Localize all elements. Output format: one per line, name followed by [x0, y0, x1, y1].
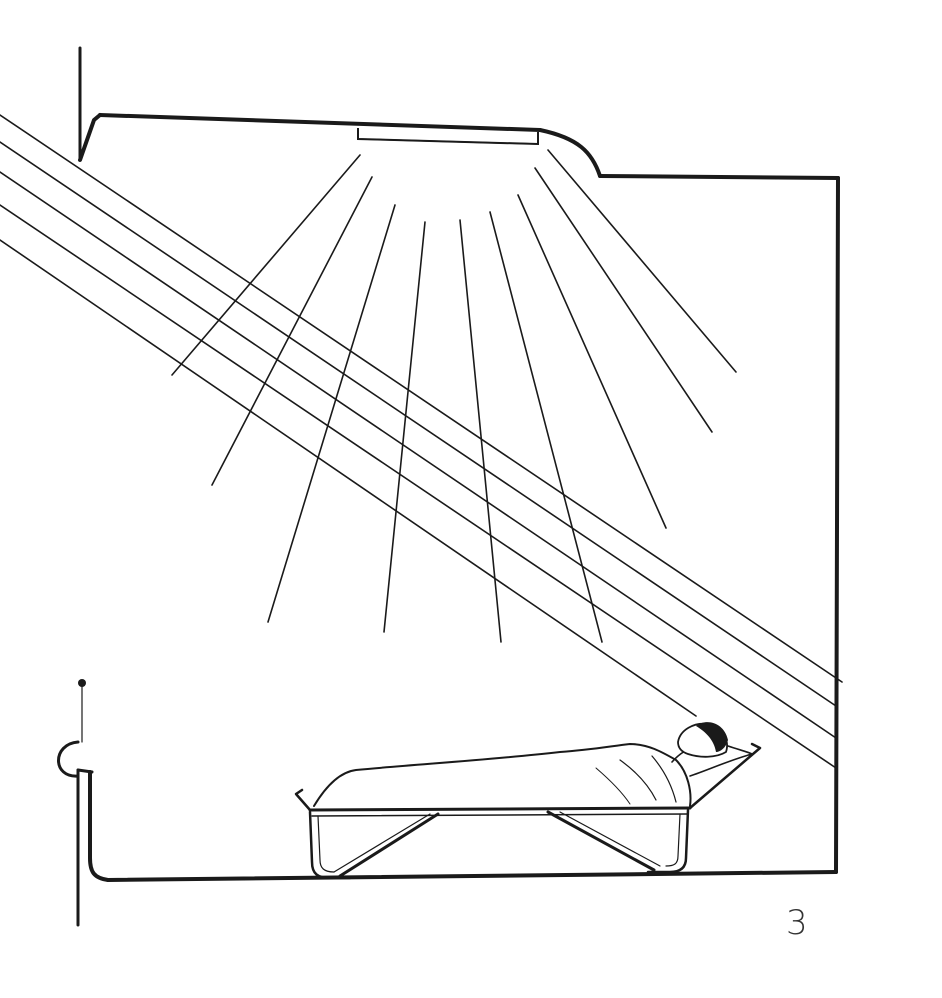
right-roof	[598, 174, 840, 180]
cot-left-leg-inner	[317, 815, 335, 873]
light-ray	[211, 176, 373, 486]
right-wall	[834, 176, 840, 874]
sunlight-beam	[0, 239, 697, 717]
sunlight-beam	[0, 114, 843, 683]
hair	[696, 722, 728, 752]
light-ray	[517, 194, 667, 529]
cot-brace	[559, 811, 661, 867]
wall-hook	[57, 740, 80, 778]
cot	[294, 742, 762, 880]
cot-brace	[546, 810, 656, 872]
cot-right-leg	[646, 808, 690, 874]
light-ray	[171, 154, 361, 376]
blanket	[313, 743, 692, 807]
light-lens	[357, 138, 539, 145]
blanket-fold	[619, 759, 657, 801]
lower-left-wall	[88, 770, 110, 882]
cot-mattress-line	[308, 806, 692, 812]
light-ray	[489, 211, 603, 643]
cot-left-leg	[308, 810, 352, 880]
sunlight-beam	[0, 204, 837, 769]
blanket-fold	[595, 767, 631, 805]
roof-curve	[538, 128, 602, 178]
light-rays	[171, 149, 737, 643]
cot-headrest	[688, 742, 762, 810]
roof-line	[98, 113, 542, 132]
cot-brace	[338, 812, 440, 878]
left-eave	[78, 113, 102, 162]
sunlight-beam	[0, 141, 837, 707]
building-outline	[57, 46, 840, 927]
light-ray	[267, 204, 396, 623]
cot-footrest	[294, 788, 312, 812]
wall-hook-join	[76, 768, 94, 774]
floor-line	[106, 870, 838, 882]
light-ray	[534, 167, 713, 433]
sunlight-beam	[0, 171, 837, 739]
light-ray	[459, 219, 502, 643]
blanket-fold	[651, 755, 677, 803]
page-number: 3	[786, 903, 808, 943]
ceiling-light	[357, 128, 539, 146]
cot-brace	[333, 813, 431, 873]
cot-mattress-line-inner	[311, 813, 689, 817]
light-ray	[547, 149, 737, 373]
pull-cord-knob	[78, 679, 86, 687]
cot-right-leg-inner	[665, 813, 681, 867]
sunlight-beams	[0, 114, 843, 769]
sleeping-person	[313, 722, 753, 807]
light-ray	[383, 221, 426, 633]
